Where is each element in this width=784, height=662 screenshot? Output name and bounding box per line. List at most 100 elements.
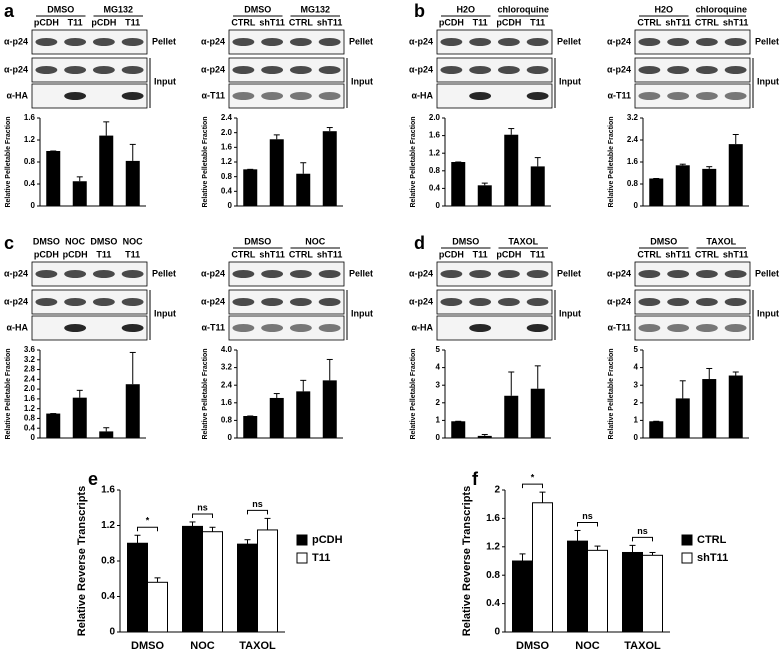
row-label: α-T11	[201, 322, 225, 332]
y-tick-label: 0.8	[221, 416, 233, 425]
blot-band	[526, 270, 549, 278]
blot-band	[638, 92, 661, 100]
blot-band	[526, 298, 549, 306]
significance-bracket	[247, 509, 268, 515]
y-tick-label: 2.4	[627, 135, 639, 144]
y-tick-label: 1.6	[221, 142, 233, 151]
blot-band	[724, 66, 747, 74]
blot-band	[35, 38, 58, 46]
blot-band	[289, 92, 312, 100]
bar	[728, 375, 743, 438]
error-bar	[649, 551, 656, 556]
lane-label: shT11	[723, 249, 749, 259]
blot-band	[289, 298, 312, 306]
blot-band	[318, 66, 341, 74]
x-tick-label: DMSO	[516, 640, 549, 652]
y-axis-label: Relative Pelletable Fraction	[202, 348, 209, 439]
input-label: Input	[154, 76, 176, 86]
blot-band	[497, 270, 520, 278]
y-tick-label: 0.8	[101, 556, 115, 567]
significance-bracket	[632, 536, 653, 542]
row-label: α-p24	[4, 36, 28, 46]
blot-band	[121, 92, 144, 100]
blot-band	[35, 66, 58, 74]
y-tick-label: 2.4	[24, 374, 36, 383]
error-bar	[732, 134, 739, 145]
y-tick-label: 0.4	[101, 591, 115, 602]
x-tick-label: NOC	[575, 640, 600, 652]
y-tick-label: 3.6	[24, 345, 36, 354]
pellet-label: Pellet	[557, 268, 581, 278]
lane-label: pCDH	[496, 249, 521, 259]
blot-band	[121, 66, 144, 74]
error-bar	[679, 163, 686, 166]
blot-band	[526, 92, 549, 100]
blot-band	[667, 66, 690, 74]
y-axis-label: Relative Pelletable Fraction	[202, 116, 209, 207]
panel-letter: f	[472, 469, 479, 489]
legend-swatch	[296, 534, 308, 546]
bar	[296, 173, 311, 206]
pellet-label: Pellet	[152, 268, 176, 278]
y-axis-label: Relative Pelletable Fraction	[608, 116, 615, 207]
blot-band	[526, 38, 549, 46]
y-tick-label: 0	[494, 627, 500, 638]
bar	[147, 581, 168, 633]
lane-label: shT11	[665, 17, 691, 27]
annotation: ns	[197, 502, 208, 512]
y-tick-label: 2.0	[221, 128, 233, 137]
y-tick-label: 3.2	[24, 355, 36, 364]
bar	[46, 151, 61, 206]
error-bar	[534, 157, 541, 167]
error-bar	[103, 121, 110, 136]
bar	[504, 134, 519, 206]
panel-letter: c	[4, 233, 14, 253]
error-bar	[129, 351, 136, 385]
row-label: α-p24	[409, 36, 433, 46]
blot-band	[497, 298, 520, 306]
bar	[728, 144, 743, 206]
error-bar	[189, 521, 196, 527]
blot-band	[440, 298, 463, 306]
blot-band	[232, 38, 255, 46]
error-bar	[326, 358, 333, 381]
y-tick-label: 0	[634, 201, 639, 210]
blot-band	[526, 66, 549, 74]
y-tick-label: 1.6	[101, 485, 115, 496]
blot-band	[695, 324, 718, 332]
error-bar	[481, 433, 488, 436]
blot-band	[440, 270, 463, 278]
blot-band	[289, 324, 312, 332]
y-axis-label: Relative Pelletable Fraction	[410, 348, 417, 439]
y-tick-label: 0.4	[221, 186, 233, 195]
panel-letter: e	[88, 469, 98, 489]
bar	[125, 384, 140, 438]
y-tick-label: 1.6	[486, 513, 500, 524]
lane-label: T11	[96, 249, 111, 259]
y-tick-label: 4	[436, 363, 441, 372]
annotation: *	[146, 516, 150, 526]
row-label: α-p24	[409, 64, 433, 74]
bar	[127, 542, 148, 633]
blot-band	[121, 270, 144, 278]
group-label: DMSO	[244, 4, 271, 14]
legend-label: shT11	[697, 552, 728, 564]
bar	[322, 380, 337, 438]
y-axis-label: Relative Pelletable Fraction	[5, 116, 12, 207]
lane-label: T11	[530, 17, 545, 27]
blot-band	[232, 92, 255, 100]
y-tick-label: 2.0	[429, 113, 441, 122]
legend-label: CTRL	[697, 534, 727, 546]
y-tick-label: 3.2	[627, 113, 639, 122]
bar	[675, 398, 690, 438]
bar	[72, 181, 87, 206]
blot-band	[526, 324, 549, 332]
y-tick-label: 0.4	[486, 598, 500, 609]
row-label: α-T11	[201, 90, 225, 100]
x-tick-label: TAXOL	[239, 640, 276, 652]
bar	[243, 169, 258, 206]
y-tick-label: 0.8	[486, 570, 500, 581]
legend-swatch	[681, 552, 693, 564]
blot-band	[318, 324, 341, 332]
y-tick-label: 0	[31, 433, 36, 442]
